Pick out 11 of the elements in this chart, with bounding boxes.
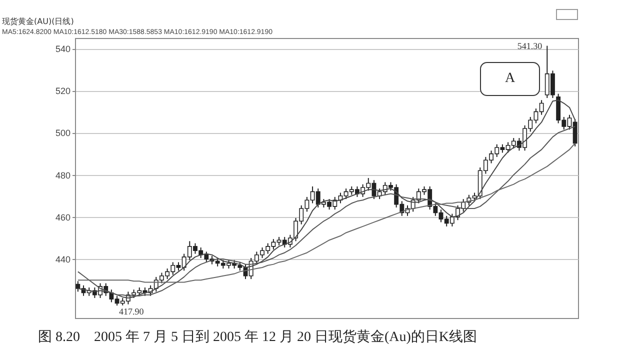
- y-tick-label: 480: [55, 170, 70, 180]
- y-tick-label: 440: [55, 254, 70, 265]
- caption: 图 8.20 2005 年 7 月 5 日到 2005 年 12 月 20 日现货黄金(Au)的日K线图: [38, 328, 478, 346]
- callout-box: A: [480, 62, 540, 96]
- y-tick-label: 500: [55, 128, 70, 138]
- annotation: 417.90: [119, 306, 144, 317]
- chart-title: 现货黄金(AU)(日线): [2, 17, 74, 26]
- y-tick-label: 520: [55, 86, 70, 96]
- y-tick-label: 460: [55, 212, 70, 222]
- annotation: 541.30: [517, 40, 543, 51]
- y-tick-label: 540: [55, 44, 70, 54]
